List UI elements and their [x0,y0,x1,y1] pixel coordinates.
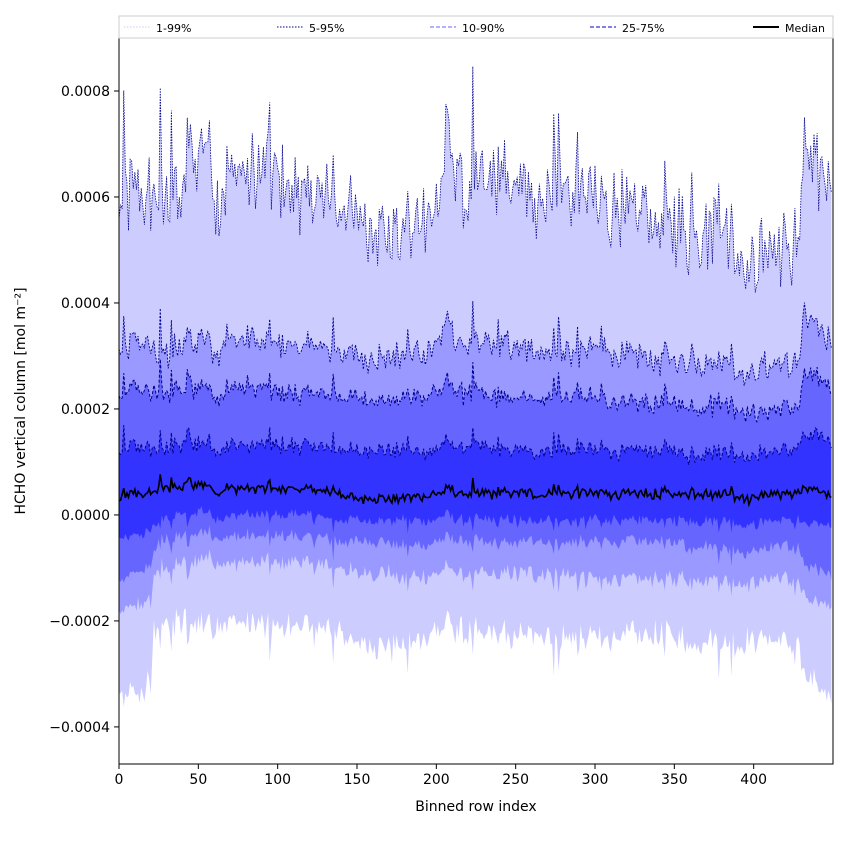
legend: 1-99% 5-95% 10-90% 25-75% Median [118,15,834,39]
legend-label-5: Median [785,22,825,35]
legend-label-3: 10-90% [462,22,504,35]
line-5-95-upper [118,301,832,386]
x-tick-label: 300 [582,772,609,788]
y-axis-label: HCHO vertical column [mol m⁻²] [13,287,29,514]
x-axis-ticks: 0 50 100 150 200 250 300 350 400 [115,764,767,788]
median-series [118,474,832,508]
legend-box [118,15,834,39]
percentile-edge-lines [118,66,832,465]
legend-label-2: 5-95% [309,22,344,35]
y-tick-label: 0.0002 [61,402,110,418]
x-tick-label: 150 [344,772,371,788]
x-axis-label: Binned row index [415,799,536,815]
band-25-75 [119,425,832,541]
x-tick-label: 350 [661,772,688,788]
y-axis-ticks: −0.0004 −0.0002 0.0000 0.0002 0.0004 0.0006 0.… [49,84,119,736]
line-25-75-upper [118,425,832,465]
percentile-bands [119,66,832,707]
x-tick-label: 200 [423,772,450,788]
line-10-90-upper [118,358,832,424]
line-1-99-upper [118,66,832,293]
y-tick-label: 0.0008 [61,84,110,100]
y-tick-label: −0.0002 [49,614,110,630]
x-tick-label: 400 [740,772,767,788]
x-tick-label: 50 [189,772,207,788]
x-tick-label: 100 [264,772,291,788]
median-line [118,474,832,508]
legend-label-4: 25-75% [622,22,664,35]
legend-label-1: 1-99% [156,22,191,35]
x-tick-label: 250 [502,772,529,788]
y-tick-label: 0.0006 [61,190,110,206]
y-tick-label: 0.0004 [61,296,110,312]
x-tick-label: 0 [115,772,124,788]
y-tick-label: 0.0000 [61,508,110,524]
y-tick-label: −0.0004 [49,720,110,736]
